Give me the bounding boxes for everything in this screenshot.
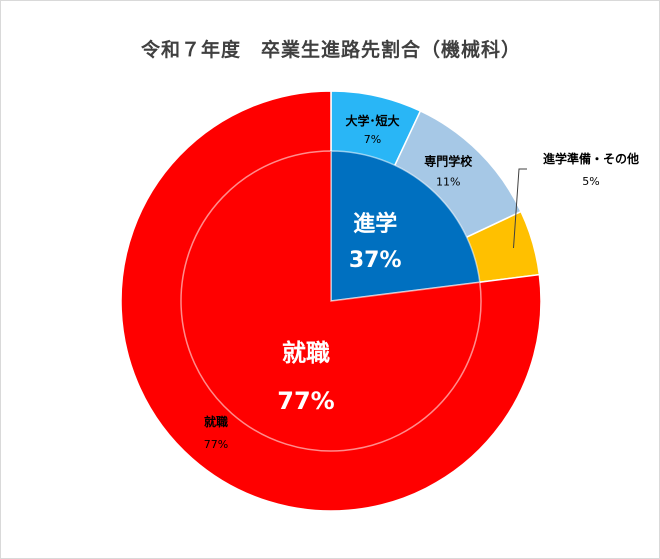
- outer-label-value-3: 77%: [204, 438, 228, 451]
- inner-label-name-0: 進学: [353, 211, 397, 237]
- inner-label-name-1: 就職: [282, 339, 330, 367]
- outer-label-name-2: 進学準備・その他: [543, 151, 639, 166]
- chart-title: 令和７年度 卒業生進路先割合（機械科）: [140, 39, 521, 61]
- inner-label-value-1: 77%: [277, 387, 334, 415]
- outer-label-name-3: 就職: [204, 414, 228, 429]
- inner-slice-0: [330, 150, 481, 302]
- outer-label-name-1: 専門学校: [424, 154, 473, 169]
- outer-label-value-1: 11%: [436, 176, 460, 189]
- leader-line-2: [513, 168, 527, 249]
- outer-label-value-0: 7%: [364, 133, 381, 146]
- outer-label-name-0: 大学･短大: [346, 113, 400, 128]
- outer-label-value-2: 5%: [582, 175, 599, 188]
- inner-slice-1: [180, 150, 482, 452]
- inner-label-value-0: 37%: [349, 248, 402, 273]
